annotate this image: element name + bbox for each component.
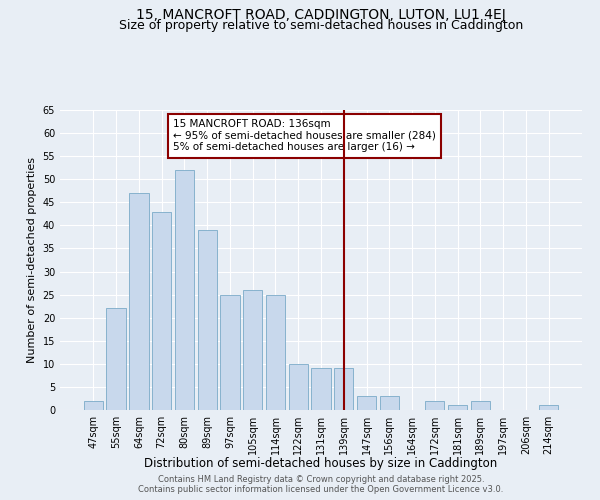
Bar (448, 406, 467, 410)
Bar (311, 368, 331, 410)
Bar (266, 294, 285, 410)
Bar (84, 401, 103, 410)
Bar (357, 396, 376, 410)
Text: Distribution of semi-detached houses by size in Caddington: Distribution of semi-detached houses by … (145, 458, 497, 470)
Y-axis label: Number of semi-detached properties: Number of semi-detached properties (27, 157, 37, 363)
Bar (152, 212, 172, 410)
Bar (129, 193, 149, 410)
Bar (425, 401, 445, 410)
Bar (380, 396, 399, 410)
Bar (243, 290, 262, 410)
Text: 15 MANCROFT ROAD: 136sqm
← 95% of semi-detached houses are smaller (284)
5% of s: 15 MANCROFT ROAD: 136sqm ← 95% of semi-d… (173, 119, 436, 152)
Text: Size of property relative to semi-detached houses in Caddington: Size of property relative to semi-detach… (119, 19, 523, 32)
Bar (539, 406, 558, 410)
Bar (470, 401, 490, 410)
Text: Contains HM Land Registry data © Crown copyright and database right 2025.
Contai: Contains HM Land Registry data © Crown c… (139, 474, 503, 494)
Bar (334, 368, 353, 410)
Bar (106, 308, 126, 410)
Text: 15, MANCROFT ROAD, CADDINGTON, LUTON, LU1 4EJ: 15, MANCROFT ROAD, CADDINGTON, LUTON, LU… (136, 8, 506, 22)
Bar (289, 364, 308, 410)
Bar (197, 230, 217, 410)
Bar (175, 170, 194, 410)
Bar (220, 294, 239, 410)
